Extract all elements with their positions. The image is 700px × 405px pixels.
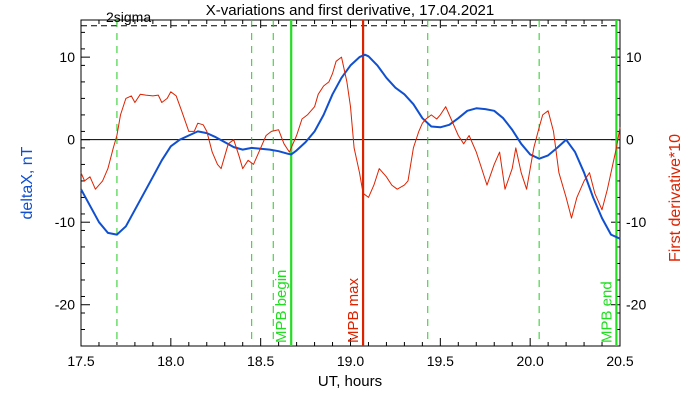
y-tick-label-right: 0 xyxy=(626,132,634,148)
x-tick-label: 17.5 xyxy=(67,353,94,369)
threshold-label: 2sigma xyxy=(106,9,151,25)
y-tick-label-left: -20 xyxy=(55,297,75,313)
y-tick-label-right: -20 xyxy=(626,297,646,313)
series-derivative-line xyxy=(80,56,621,219)
series-deltax-line xyxy=(80,53,621,240)
marker-label: MPB begin xyxy=(273,270,290,343)
x-tick-label: 20.0 xyxy=(517,353,544,369)
x-axis-label: UT, hours xyxy=(318,373,382,390)
y-tick-label-left: 0 xyxy=(67,132,75,148)
x-tick-label: 18.5 xyxy=(247,353,274,369)
y-tick-label-left: -10 xyxy=(55,214,75,230)
chart-title: X-variations and first derivative, 17.04… xyxy=(206,2,495,19)
marker-label: MPB end xyxy=(598,281,615,343)
x-tick-label: 19.5 xyxy=(427,353,454,369)
x-tick-label: 19.0 xyxy=(337,353,364,369)
y-tick-label-left: 10 xyxy=(59,49,75,65)
x-tick-label: 20.5 xyxy=(606,353,633,369)
x-tick-label: 18.0 xyxy=(157,353,184,369)
y-tick-label-right: -10 xyxy=(626,214,646,230)
y-axis-label-right: First derivative*10 xyxy=(667,134,684,262)
y-tick-label-right: 10 xyxy=(626,49,642,65)
y-axis-label-left: deltaX, nT xyxy=(19,146,36,219)
marker-label: MPB max xyxy=(345,277,362,343)
